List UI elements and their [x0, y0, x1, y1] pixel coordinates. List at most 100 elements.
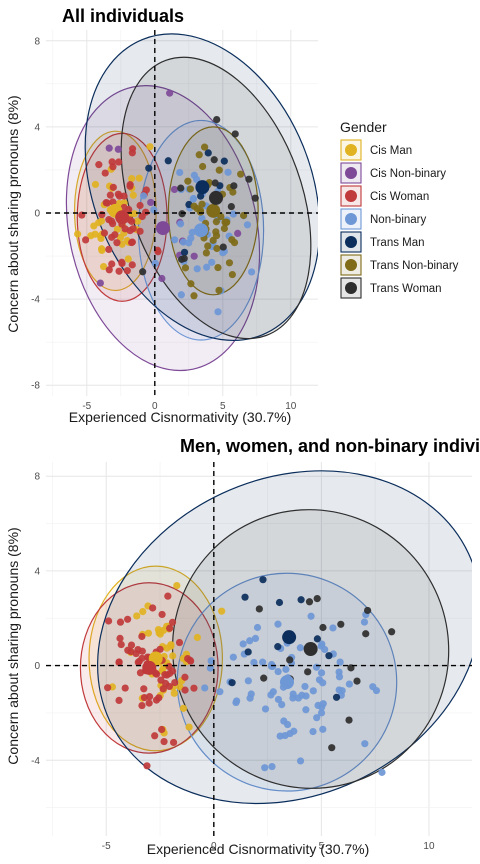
legend-title: Gender: [340, 119, 387, 135]
point-non-binary: [321, 645, 329, 654]
point-cis-woman: [152, 670, 161, 678]
point-cis-non-binary: [158, 274, 166, 283]
point-cis-woman: [82, 236, 90, 244]
point-cis-woman: [145, 693, 154, 701]
point-trans-woman: [304, 668, 312, 676]
point-cis-woman: [138, 632, 146, 641]
point-cis-woman: [103, 199, 111, 207]
point-non-binary: [203, 263, 211, 271]
point-trans-woman: [345, 716, 353, 724]
legend-key-point: [345, 259, 357, 271]
point-cis-man: [155, 629, 163, 637]
legend-key-point: [345, 190, 357, 202]
point-trans-woman: [139, 268, 147, 276]
point-trans-woman: [213, 115, 221, 124]
point-cis-man: [139, 607, 147, 616]
point-non-binary: [335, 686, 343, 694]
y-tick-label: -4: [31, 295, 40, 306]
point-non-binary: [193, 175, 201, 184]
y-axis-label: Concern about sharing pronouns (8%): [5, 527, 21, 764]
point-cis-woman: [138, 701, 146, 710]
point-cis-woman: [109, 198, 117, 206]
point-non-binary: [274, 695, 283, 704]
point-trans-man: [313, 635, 321, 643]
point-non-binary: [294, 694, 303, 702]
point-cis-woman: [151, 732, 159, 740]
y-tick-label: -4: [31, 756, 40, 767]
point-cis-woman: [142, 208, 150, 216]
point-cis-woman: [190, 684, 198, 692]
point-cis-non-binary: [166, 89, 174, 97]
point-cis-man: [113, 225, 121, 233]
point-trans-woman: [178, 210, 186, 218]
point-cis-woman: [109, 183, 117, 191]
point-cis-woman: [106, 191, 114, 199]
point-trans-woman: [388, 628, 396, 636]
point-non-binary: [261, 764, 269, 772]
point-cis-man: [163, 644, 171, 652]
point-non-binary: [267, 691, 275, 699]
point-cis-woman: [118, 258, 126, 266]
legend-label: Cis Woman: [370, 191, 429, 203]
point-trans-non-binary: [209, 236, 217, 244]
point-trans-woman: [211, 179, 219, 187]
point-trans-non-binary: [199, 162, 207, 171]
legend-item: Cis Woman: [340, 185, 429, 207]
point-non-binary: [301, 682, 309, 691]
point-non-binary: [248, 268, 256, 276]
point-cis-woman: [115, 192, 124, 200]
point-cis-woman: [124, 615, 132, 623]
point-cis-woman: [115, 267, 123, 275]
point-cis-non-binary: [105, 144, 113, 152]
point-trans-woman: [362, 630, 370, 638]
point-non-binary: [259, 658, 267, 666]
point-trans-man: [204, 149, 212, 157]
point-non-binary: [307, 612, 315, 620]
legend-key-point: [345, 213, 357, 225]
point-non-binary: [278, 700, 286, 709]
point-trans-non-binary: [212, 218, 220, 226]
point-non-binary: [281, 731, 289, 740]
point-non-binary: [302, 706, 310, 714]
point-non-binary: [268, 762, 276, 771]
point-cis-man: [133, 612, 141, 620]
point-trans-man: [241, 593, 249, 601]
point-non-binary: [312, 663, 321, 671]
x-tick-label: 5: [220, 401, 226, 412]
point-cis-woman: [101, 169, 109, 177]
point-trans-non-binary: [214, 263, 222, 272]
point-trans-non-binary: [225, 259, 234, 267]
point-cis-man: [169, 652, 177, 660]
point-cis-woman: [169, 738, 178, 747]
legend-label: Trans Woman: [370, 283, 442, 295]
point-trans-non-binary: [215, 166, 223, 174]
point-non-binary: [246, 637, 254, 645]
point-cis-woman: [108, 233, 116, 241]
point-trans-non-binary: [215, 286, 223, 294]
reference-lines: [46, 30, 318, 396]
point-trans-man: [197, 192, 205, 200]
point-cis-woman: [165, 662, 173, 671]
point-cis-woman: [138, 654, 146, 662]
data-points: [74, 89, 259, 316]
y-axis-label: Concern about sharing pronouns (8%): [5, 95, 21, 332]
point-cis-non-binary: [96, 279, 104, 287]
point-trans-non-binary: [204, 242, 212, 250]
y-tick-label: 8: [34, 472, 40, 483]
point-cis-woman: [115, 696, 123, 705]
centroid-trans-man: [282, 630, 297, 645]
legend-key-point: [345, 167, 357, 179]
point-trans-woman: [313, 594, 321, 603]
legend-label: Non-binary: [370, 214, 426, 226]
point-non-binary: [369, 683, 377, 691]
point-trans-man: [275, 598, 284, 607]
x-axis-label: Experienced Cisnormativity (30.7%): [69, 409, 292, 425]
point-trans-man: [274, 643, 282, 651]
y-tick-label: 8: [34, 36, 40, 47]
point-cis-woman: [158, 610, 166, 619]
point-non-binary: [335, 668, 343, 676]
point-non-binary: [177, 291, 185, 299]
legend-key-point: [345, 282, 357, 294]
point-cis-woman: [168, 618, 177, 626]
point-non-binary: [244, 677, 252, 685]
